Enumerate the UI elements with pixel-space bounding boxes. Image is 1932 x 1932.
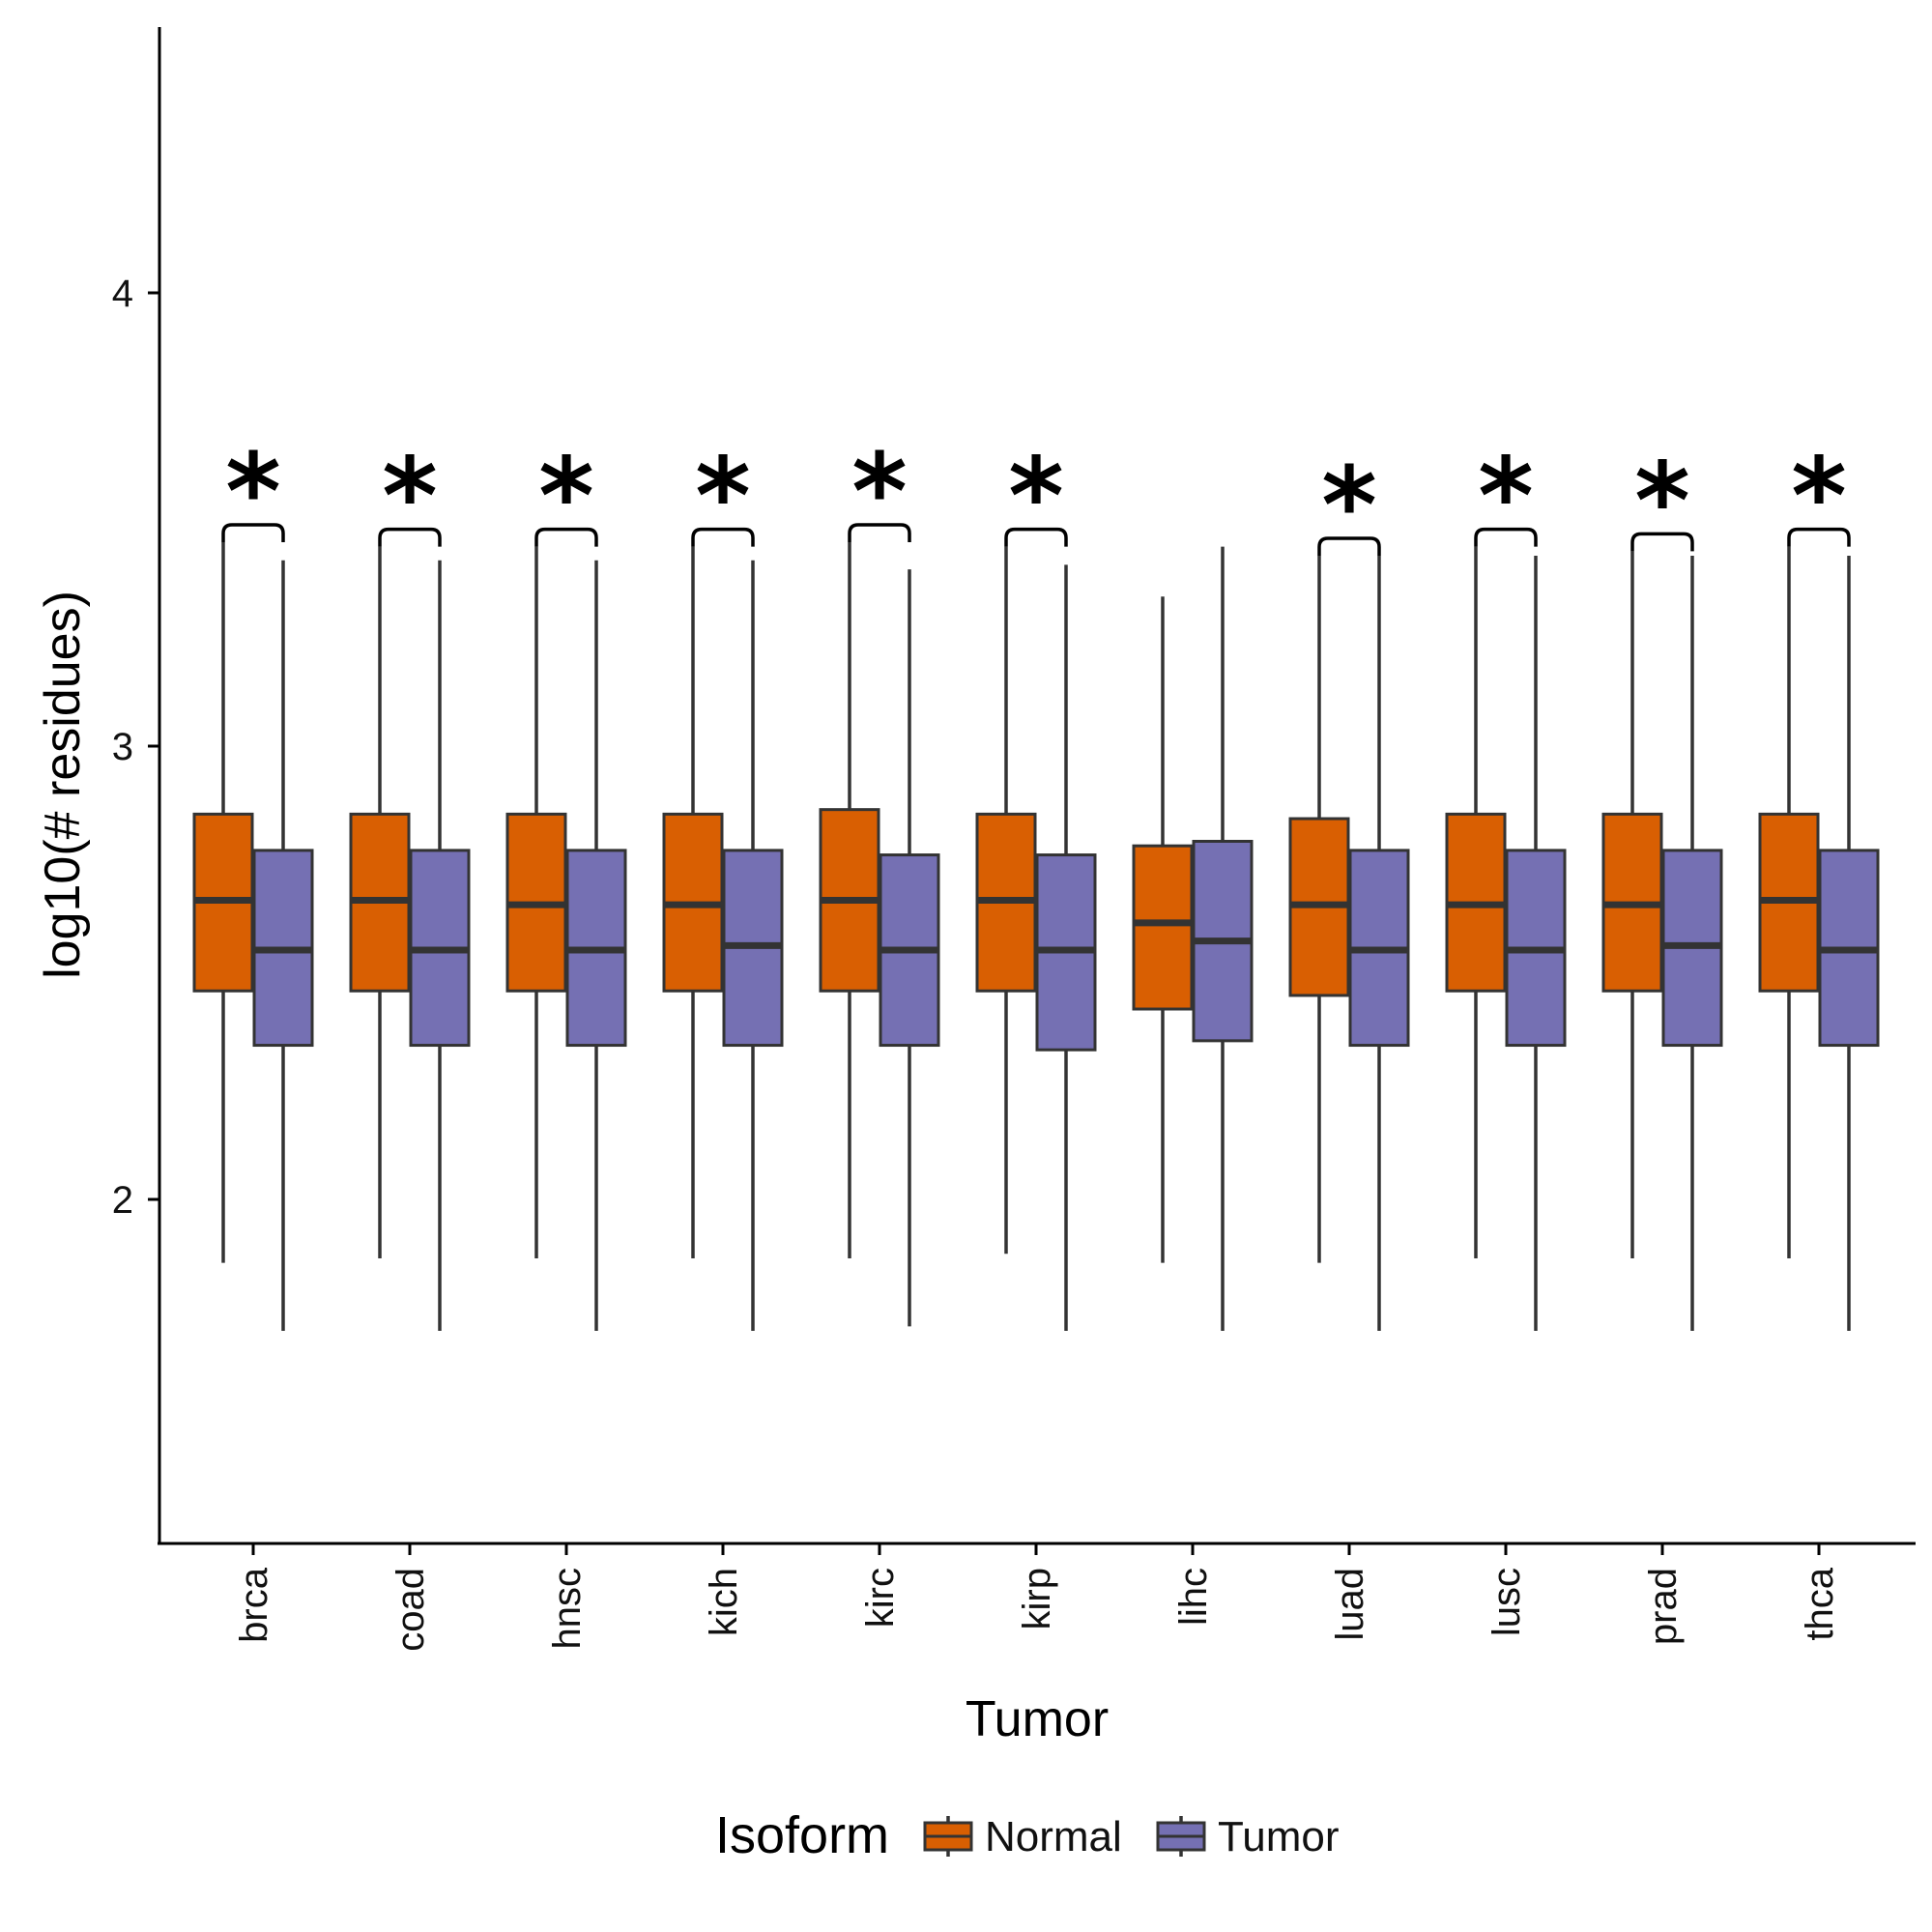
x-tick-label-luad: luad xyxy=(1329,1568,1371,1641)
box-tumor-lihc xyxy=(1192,546,1254,1332)
significance-star: * xyxy=(538,435,594,559)
significance-bracket xyxy=(1474,527,1538,547)
plot-area: * * * * * * * * * * xyxy=(192,430,1880,1332)
significance-kich: * xyxy=(691,435,755,559)
significance-thca: * xyxy=(1787,435,1851,559)
significance-star: * xyxy=(1478,435,1534,559)
significance-bracket xyxy=(534,527,598,547)
box-tumor-brca xyxy=(252,560,314,1332)
significance-kirp: * xyxy=(1004,435,1068,559)
box-normal-coad xyxy=(349,546,411,1258)
box-normal-lihc xyxy=(1132,596,1194,1263)
box-tumor-lusc xyxy=(1505,556,1567,1332)
x-tick-label-prad: prad xyxy=(1642,1568,1685,1645)
significance-star: * xyxy=(225,430,281,554)
box-tumor-kich xyxy=(722,560,784,1332)
y-tick-label: 2 xyxy=(112,1179,133,1222)
y-axis-title: log10(# residues) xyxy=(35,591,91,979)
box-normal-kirp xyxy=(975,546,1037,1254)
significance-star: * xyxy=(382,435,438,559)
box-tumor-thca xyxy=(1818,556,1880,1332)
legend-item-normal: Normal xyxy=(923,1813,1122,1860)
x-tick-label-kich: kich xyxy=(703,1568,745,1636)
x-tick-label-lihc: lihc xyxy=(1172,1568,1215,1626)
significance-prad: * xyxy=(1630,439,1694,562)
significance-hnsc: * xyxy=(534,435,598,559)
box-tumor-prad xyxy=(1661,556,1723,1332)
x-tick-label-coad: coad xyxy=(389,1568,432,1652)
legend-label: Normal xyxy=(985,1813,1122,1860)
iqr-box xyxy=(1132,844,1194,1011)
significance-bracket xyxy=(1630,532,1694,552)
significance-bracket xyxy=(691,527,755,547)
significance-bracket xyxy=(1787,527,1851,547)
x-tick-label-lusc: lusc xyxy=(1485,1568,1528,1636)
significance-bracket xyxy=(848,523,911,542)
box-normal-kirc xyxy=(819,541,880,1258)
significance-bracket xyxy=(1317,536,1381,557)
box-normal-prad xyxy=(1601,551,1663,1258)
significance-star: * xyxy=(695,435,751,559)
legend-title: Isoform xyxy=(715,1806,889,1864)
significance-bracket xyxy=(1004,527,1068,547)
significance-bracket xyxy=(221,523,285,542)
x-tick-label-hnsc: hnsc xyxy=(546,1568,589,1650)
legend-keys: Normal Tumor xyxy=(923,1813,1340,1860)
significance-coad: * xyxy=(378,435,442,559)
significance-brca: * xyxy=(221,430,285,554)
legend: Isoform Normal Tumor xyxy=(715,1806,1340,1864)
box-tumor-hnsc xyxy=(565,560,627,1332)
box-normal-luad xyxy=(1288,556,1350,1263)
y-tick-label: 4 xyxy=(112,273,133,315)
x-tick-label-kirp: kirp xyxy=(1016,1568,1058,1629)
box-tumor-luad xyxy=(1348,556,1410,1332)
legend-item-tumor: Tumor xyxy=(1156,1813,1340,1860)
significance-star: * xyxy=(1634,439,1690,562)
x-tick-label-kirc: kirc xyxy=(859,1568,902,1628)
significance-luad: * xyxy=(1317,444,1381,567)
significance-star: * xyxy=(851,430,908,554)
box-tumor-kirc xyxy=(879,569,940,1327)
x-axis-title: Tumor xyxy=(966,1691,1109,1747)
significance-bracket xyxy=(378,527,442,547)
significance-star: * xyxy=(1321,444,1377,567)
significance-star: * xyxy=(1008,435,1064,559)
x-axis-ticks: brca coad hnsc kich kirc kirp lihc luad lusc prad… xyxy=(233,1543,1841,1652)
box-normal-brca xyxy=(192,541,254,1263)
box-normal-hnsc xyxy=(505,546,567,1258)
y-tick-label: 3 xyxy=(112,726,133,768)
x-tick-label-thca: thca xyxy=(1799,1567,1841,1640)
significance-kirc: * xyxy=(848,430,911,554)
legend-label: Tumor xyxy=(1218,1813,1340,1860)
box-tumor-coad xyxy=(409,560,471,1332)
significance-star: * xyxy=(1791,435,1847,559)
x-tick-label-brca: brca xyxy=(233,1567,275,1643)
box-normal-kich xyxy=(662,546,724,1258)
box-tumor-kirp xyxy=(1035,564,1097,1332)
box-normal-thca xyxy=(1758,546,1820,1258)
significance-lusc: * xyxy=(1474,435,1538,559)
box-normal-lusc xyxy=(1445,546,1507,1258)
y-axis-ticks: 2 3 4 xyxy=(112,273,159,1222)
